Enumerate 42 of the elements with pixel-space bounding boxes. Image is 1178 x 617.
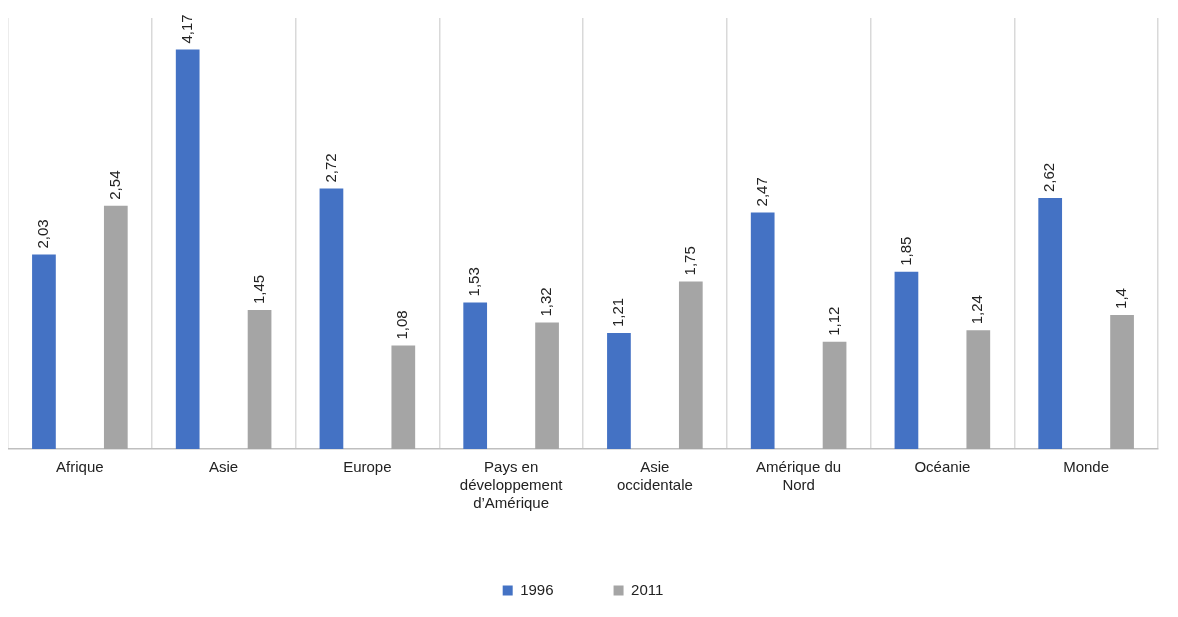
data-label: 2,03 bbox=[34, 219, 52, 249]
bar bbox=[750, 212, 775, 449]
bar bbox=[463, 302, 488, 449]
x-tick-label: Monde bbox=[1063, 458, 1110, 476]
x-tick-label: Europe bbox=[343, 458, 392, 476]
data-label: 2,54 bbox=[105, 170, 123, 200]
data-label: 1,32 bbox=[537, 287, 555, 317]
data-label: 1,24 bbox=[968, 295, 986, 325]
data-label: 4,17 bbox=[177, 14, 195, 44]
x-tick-label: Asie bbox=[209, 458, 239, 476]
data-label: 1,21 bbox=[609, 297, 627, 328]
data-label: 2,47 bbox=[752, 177, 770, 207]
bar bbox=[678, 281, 703, 449]
x-tick-label: Asie occidentale bbox=[616, 458, 693, 494]
bar bbox=[175, 49, 200, 449]
x-tick-label: Océanie bbox=[914, 458, 971, 476]
bar bbox=[822, 341, 847, 449]
data-label: 1,4 bbox=[1112, 288, 1130, 309]
data-label: 1,08 bbox=[393, 310, 411, 340]
bar bbox=[103, 205, 128, 449]
data-label: 1,45 bbox=[249, 274, 267, 305]
bar bbox=[1038, 198, 1063, 449]
legend-label: 2011 bbox=[631, 580, 664, 598]
data-label: 2,72 bbox=[321, 153, 339, 183]
bar bbox=[966, 330, 991, 449]
data-label: 1,85 bbox=[896, 236, 914, 266]
data-label: 1,75 bbox=[680, 246, 698, 276]
bar bbox=[391, 345, 416, 449]
bar bbox=[319, 188, 344, 449]
bar bbox=[32, 254, 56, 449]
bar bbox=[894, 271, 919, 449]
bar bbox=[535, 322, 559, 449]
data-label: 1,53 bbox=[465, 267, 483, 297]
legend-label: 1996 bbox=[520, 580, 554, 598]
data-label: 2,62 bbox=[1040, 162, 1058, 193]
x-tick-label: Pays en développement d’Amérique bbox=[459, 458, 564, 512]
bar bbox=[607, 333, 631, 449]
data-label: 1,12 bbox=[824, 306, 842, 336]
bar bbox=[1110, 314, 1134, 449]
bar bbox=[247, 310, 272, 449]
x-tick-label: Amérique du Nord bbox=[756, 458, 842, 494]
x-tick-label: Afrique bbox=[56, 458, 104, 476]
